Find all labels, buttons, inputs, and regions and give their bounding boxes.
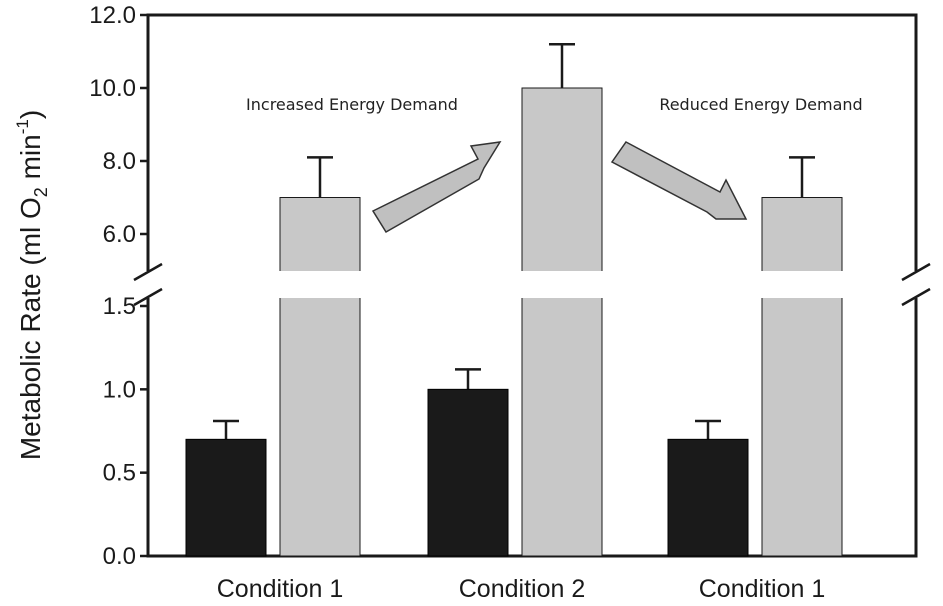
y-axis-title-end: ) <box>15 110 46 119</box>
gray-bar-break <box>520 271 604 298</box>
y-tick-label: 6.0 <box>103 221 136 248</box>
gray-bar <box>521 87 603 557</box>
y-tick-label: 12.0 <box>89 2 136 29</box>
gray-bar <box>279 197 361 557</box>
black-bar <box>185 438 267 557</box>
y-tick-label: 1.5 <box>103 293 136 320</box>
y-tick-label: 10.0 <box>89 75 136 102</box>
annotation-reduced: Reduced Energy Demand <box>659 95 862 114</box>
bar-break-gaps <box>278 271 844 298</box>
increase-arrow-icon <box>371 141 502 234</box>
gray-bar-break <box>278 271 362 298</box>
category-label-3: Condition 1 <box>699 575 825 603</box>
category-label-1: Condition 1 <box>217 575 343 603</box>
axis-break-mark <box>133 287 163 307</box>
y-tick-label: 0.5 <box>103 460 136 487</box>
y-axis-title-sub: 2 <box>31 187 51 197</box>
gray-bar-break <box>760 271 844 298</box>
axis-break-gap-right <box>908 271 924 298</box>
y-axis-title-mid: min <box>15 134 46 187</box>
gray-bar <box>761 197 843 557</box>
y-axis-title-sup: -1 <box>13 119 32 134</box>
black-bar <box>427 388 509 557</box>
y-axis-title-main: Metabolic Rate (ml O <box>15 197 46 460</box>
lower-y-ticks: 0.0 0.5 1.0 1.5 <box>103 293 148 570</box>
axis-break-mark <box>901 262 931 282</box>
bars <box>185 42 843 557</box>
decrease-arrow-icon <box>610 141 748 220</box>
y-tick-label: 1.0 <box>103 376 136 403</box>
upper-y-ticks: 6.0 8.0 10.0 12.0 <box>89 2 148 248</box>
category-label-2: Condition 2 <box>459 575 585 603</box>
annotation-increased: Increased Energy Demand <box>246 95 458 114</box>
axis-break-mark <box>901 287 931 307</box>
y-tick-label: 0.0 <box>103 543 136 570</box>
axis-break-gap-left <box>140 271 156 298</box>
y-tick-label: 8.0 <box>103 148 136 175</box>
y-axis-title: Metabolic Rate (ml O2 min-1) <box>13 110 51 460</box>
axis-break-mark <box>133 262 163 282</box>
black-bar <box>667 438 749 557</box>
